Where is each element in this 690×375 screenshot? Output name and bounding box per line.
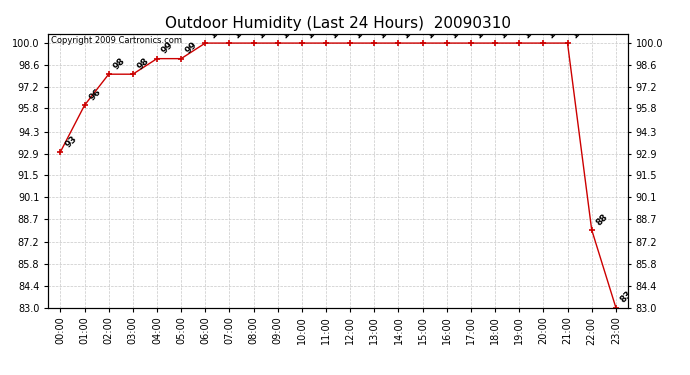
Text: 99: 99 [160, 40, 175, 56]
Text: 100: 100 [353, 21, 373, 40]
Text: 100: 100 [329, 21, 348, 40]
Title: Outdoor Humidity (Last 24 Hours)  20090310: Outdoor Humidity (Last 24 Hours) 2009031… [165, 16, 511, 31]
Text: 99: 99 [184, 40, 199, 56]
Text: 100: 100 [208, 21, 228, 40]
Text: 100: 100 [377, 21, 397, 40]
Text: 100: 100 [233, 21, 252, 40]
Text: 88: 88 [595, 212, 610, 227]
Text: 100: 100 [522, 21, 542, 40]
Text: 100: 100 [305, 21, 324, 40]
Text: 100: 100 [402, 21, 421, 40]
Text: 100: 100 [571, 21, 590, 40]
Text: Copyright 2009 Cartronics.com: Copyright 2009 Cartronics.com [51, 36, 182, 45]
Text: 100: 100 [450, 21, 469, 40]
Text: 100: 100 [281, 21, 300, 40]
Text: 83: 83 [619, 290, 634, 305]
Text: 100: 100 [474, 21, 493, 40]
Text: 100: 100 [426, 21, 445, 40]
Text: 100: 100 [498, 21, 518, 40]
Text: 96: 96 [88, 87, 103, 102]
Text: 98: 98 [112, 56, 127, 71]
Text: 100: 100 [546, 21, 566, 40]
Text: 93: 93 [63, 134, 79, 149]
Text: 98: 98 [136, 56, 151, 71]
Text: 100: 100 [257, 21, 276, 40]
